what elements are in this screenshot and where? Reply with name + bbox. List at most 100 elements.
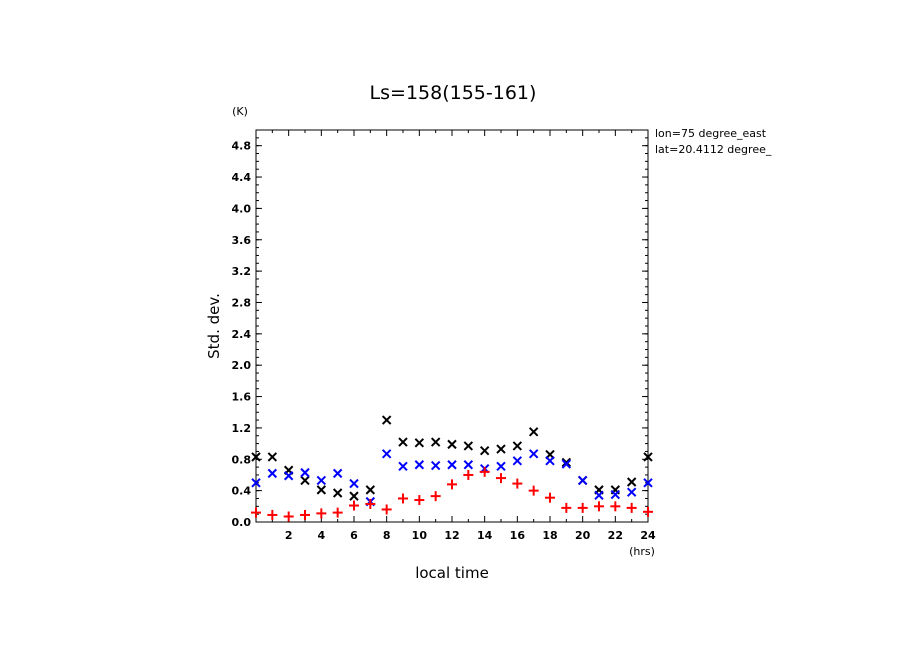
data-point	[251, 452, 261, 462]
y-tick-label: 0.0	[232, 516, 252, 529]
data-point	[528, 485, 539, 496]
data-point	[496, 461, 506, 472]
data-point	[610, 489, 621, 500]
data-point	[283, 511, 294, 522]
y-tick-label: 1.2	[232, 422, 252, 435]
data-point	[267, 452, 278, 462]
data-point	[447, 479, 457, 490]
data-point	[414, 495, 425, 506]
y-tick-label: 1.6	[232, 391, 252, 404]
x-tick-label: 18	[542, 529, 557, 542]
data-point	[316, 475, 327, 486]
data-point	[430, 437, 441, 447]
data-point	[349, 491, 359, 501]
data-point	[332, 488, 343, 498]
annotation-lat: lat=20.4112 degree_	[655, 143, 772, 156]
x-tick-label: 6	[350, 529, 358, 542]
data-point	[528, 449, 539, 459]
data-point	[251, 507, 261, 518]
y-tick-label: 4.8	[232, 140, 252, 153]
data-point	[381, 415, 392, 425]
data-point	[528, 427, 539, 437]
data-point	[463, 460, 474, 470]
y-tick-label: 2.0	[232, 359, 252, 372]
y-tick-label: 4.4	[232, 171, 252, 184]
data-point	[561, 457, 572, 468]
data-point	[561, 459, 572, 469]
data-point	[643, 506, 653, 517]
data-point	[479, 445, 490, 456]
x-unit-label: (hrs)	[629, 545, 655, 558]
data-point	[545, 492, 555, 503]
y-tick-label: 2.4	[232, 328, 252, 341]
x-tick-label: 8	[383, 529, 391, 542]
data-point	[267, 509, 278, 520]
data-point	[512, 441, 523, 451]
data-point	[316, 508, 327, 519]
data-point	[332, 468, 343, 479]
data-point	[430, 460, 441, 471]
data-point	[332, 507, 343, 518]
data-point	[447, 460, 457, 470]
y-axis: 0.0 0.4 0.8 1.2 1.6 2.0 2.4 2.8 3.2 3.6 4.0 4.4 4.8	[232, 129, 648, 529]
x-tick-label: 4	[318, 529, 326, 542]
data-point	[463, 469, 474, 480]
data-point	[463, 441, 474, 451]
data-point	[512, 478, 523, 489]
data-point	[545, 456, 555, 466]
data-point	[610, 501, 621, 512]
data-point	[381, 504, 392, 515]
data-point	[414, 460, 425, 470]
x-tick-label: 20	[575, 529, 591, 542]
data-point	[479, 466, 490, 477]
data-point	[300, 475, 310, 486]
y-unit-label: (K)	[232, 105, 248, 118]
data-point	[594, 490, 604, 501]
data-point	[365, 498, 376, 509]
data-point	[626, 477, 637, 487]
chart-title: Ls=158(155-161)	[370, 82, 537, 104]
data-point	[512, 456, 523, 466]
x-tick-label: 22	[608, 529, 623, 542]
y-tick-label: 0.4	[232, 485, 252, 498]
data-points	[251, 415, 653, 522]
x-tick-label: 14	[477, 529, 493, 542]
data-point	[349, 500, 359, 511]
y-tick-label: 2.8	[232, 296, 252, 309]
x-axis: 2 4 6 8 10 12 14 16 18 20 22 24	[271, 130, 656, 542]
data-point	[283, 471, 294, 481]
data-point	[251, 478, 261, 488]
data-point	[398, 493, 408, 504]
data-point	[643, 452, 653, 462]
data-point	[414, 438, 425, 448]
data-point	[398, 437, 408, 447]
data-point	[594, 501, 604, 512]
y-axis-label: Std. dev.	[205, 293, 223, 359]
data-point	[626, 487, 637, 497]
data-point	[300, 467, 310, 478]
x-tick-label: 2	[285, 529, 293, 542]
y-tick-label: 3.2	[232, 265, 252, 278]
data-point	[447, 439, 457, 450]
data-point	[626, 502, 637, 513]
plot-frame	[255, 129, 649, 523]
data-point	[316, 485, 327, 495]
data-point	[577, 502, 588, 513]
x-tick-label: 16	[510, 529, 526, 542]
data-point	[398, 461, 408, 472]
data-point	[577, 475, 588, 486]
data-point	[365, 485, 376, 495]
data-point	[430, 491, 441, 502]
data-point	[300, 509, 310, 520]
y-tick-label: 0.8	[232, 453, 252, 466]
x-tick-label: 10	[412, 529, 428, 542]
data-point	[496, 473, 506, 484]
annotation-lon: lon=75 degree_east	[655, 127, 767, 140]
data-point	[267, 468, 278, 479]
data-point	[643, 478, 653, 488]
x-tick-label: 24	[640, 529, 656, 542]
x-tick-label: 12	[444, 529, 459, 542]
data-point	[349, 478, 359, 489]
data-point	[561, 502, 572, 513]
